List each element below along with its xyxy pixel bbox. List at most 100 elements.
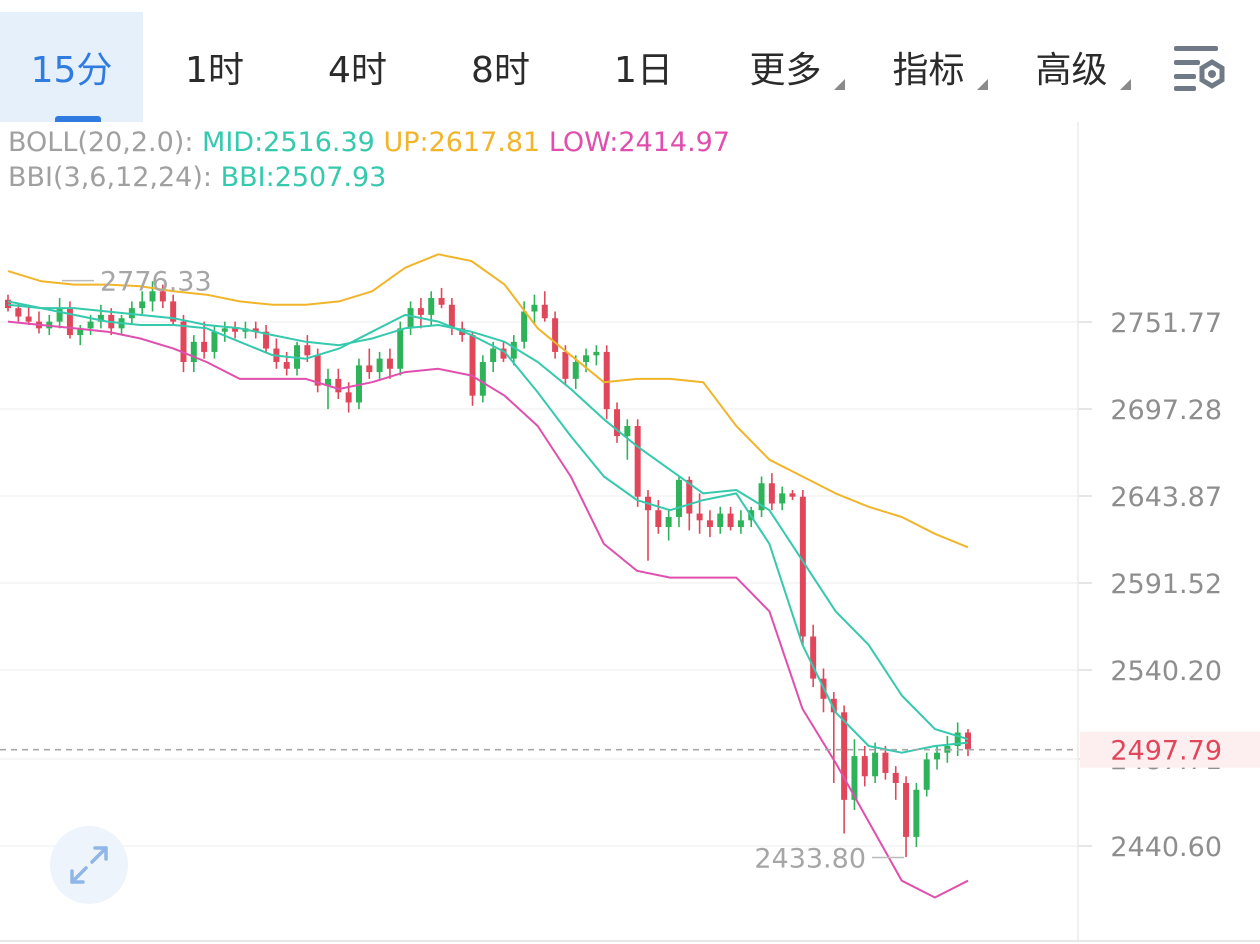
candle-body xyxy=(624,426,631,437)
tab-6[interactable]: 指标 xyxy=(857,12,1000,122)
candle-body xyxy=(448,304,455,329)
candle-body xyxy=(541,304,548,319)
y-tick-label: 2591.52 xyxy=(1110,569,1222,600)
active-tab-indicator xyxy=(55,116,101,122)
kline-chart[interactable]: 2751.772697.282643.872591.522540.202487.… xyxy=(0,122,1260,940)
candle-body xyxy=(252,328,259,332)
candle-body xyxy=(552,318,559,352)
candle-body xyxy=(861,756,868,777)
tab-1[interactable]: 1时 xyxy=(143,12,286,122)
bbi-legend-row: BBI(3,6,12,24): BBI:2507.93 xyxy=(8,160,730,195)
expand-button[interactable] xyxy=(50,826,128,904)
tab-2[interactable]: 4时 xyxy=(286,12,429,122)
candle-body xyxy=(211,331,218,352)
candle-body xyxy=(954,732,961,746)
candle-body xyxy=(882,752,889,773)
candle-body xyxy=(221,328,228,332)
candle-body xyxy=(531,304,538,312)
max-price-label: 2776.33 xyxy=(100,267,212,298)
tab-label: 高级 xyxy=(1035,50,1108,91)
candle-body xyxy=(923,759,930,790)
candle-body xyxy=(407,308,414,329)
candle-body xyxy=(180,321,187,363)
candle-body xyxy=(655,510,662,528)
min-price-label: 2433.80 xyxy=(754,843,866,874)
candle-body xyxy=(386,358,393,369)
candle-body xyxy=(603,351,610,410)
y-tick-label: 2697.28 xyxy=(1110,395,1222,426)
candle-body xyxy=(521,311,528,342)
candle-body xyxy=(934,752,941,760)
bbi-label: BBI(3,6,12,24): xyxy=(8,162,212,193)
chart-settings-button[interactable] xyxy=(1168,38,1228,98)
boll-low-line xyxy=(7,320,969,899)
tab-3[interactable]: 8时 xyxy=(429,12,572,122)
boll-up-line xyxy=(7,253,969,549)
candle-body xyxy=(397,328,404,369)
candle-body xyxy=(149,291,156,302)
y-tick-label: 2440.60 xyxy=(1110,832,1222,863)
bbi-value: BBI:2507.93 xyxy=(220,162,387,193)
candle-body xyxy=(77,328,84,336)
candle-body xyxy=(428,298,435,315)
boll-legend-row: BOLL(20,2.0): MID:2516.39 UP:2617.81 LOW… xyxy=(8,125,730,160)
candle-body xyxy=(15,308,22,317)
indicator-legend: BOLL(20,2.0): MID:2516.39 UP:2617.81 LOW… xyxy=(8,125,730,195)
candle-body xyxy=(159,291,166,302)
tab-label: 8时 xyxy=(471,50,530,91)
candle-body xyxy=(737,520,744,528)
boll-label: BOLL(20,2.0): xyxy=(8,127,194,158)
candle-body xyxy=(717,513,724,528)
bbi-line xyxy=(7,300,969,754)
candle-body xyxy=(965,732,971,750)
candle-body xyxy=(841,712,848,800)
tab-label: 15分 xyxy=(30,50,113,91)
candle-body xyxy=(304,345,311,356)
candle-body xyxy=(417,308,424,315)
candle-body xyxy=(562,351,569,379)
candle-body xyxy=(872,752,879,777)
candle-body xyxy=(510,341,517,359)
current-price-label: 2497.79 xyxy=(1110,736,1222,767)
candle-body xyxy=(593,351,600,356)
candle-body xyxy=(232,328,239,332)
candle-body xyxy=(325,378,331,386)
tab-0[interactable]: 15分 xyxy=(0,12,143,122)
tab-label: 更多 xyxy=(749,50,822,91)
candle-body xyxy=(903,783,910,837)
candle-body xyxy=(572,362,579,379)
candle-body xyxy=(56,308,63,322)
candle-body xyxy=(376,358,383,373)
dropdown-corner-icon xyxy=(834,79,845,90)
tab-label: 1日 xyxy=(614,50,673,91)
candle-body xyxy=(851,756,858,800)
bottom-divider xyxy=(0,940,1260,942)
candle-body xyxy=(283,362,290,369)
tab-4[interactable]: 1日 xyxy=(572,12,715,122)
candle-body xyxy=(170,301,177,322)
candle-body xyxy=(479,362,486,396)
candle-body xyxy=(314,355,321,386)
candle-body xyxy=(139,301,146,309)
candle-body xyxy=(190,341,197,363)
dropdown-corner-icon xyxy=(1120,79,1131,90)
y-tick-label: 2540.20 xyxy=(1110,656,1222,687)
chart-settings-icon xyxy=(1174,46,1225,91)
candle-body xyxy=(634,426,641,497)
current-price-tag xyxy=(1080,731,1260,768)
candle-body xyxy=(665,516,672,528)
tab-7[interactable]: 高级 xyxy=(1000,12,1143,122)
expand-arrows-icon xyxy=(70,846,108,884)
y-tick-label: 2643.87 xyxy=(1110,482,1222,513)
boll-up-value: UP:2617.81 xyxy=(383,127,541,158)
candle-body xyxy=(892,772,899,784)
candle-body xyxy=(345,392,352,403)
candle-body xyxy=(696,513,703,521)
candle-body xyxy=(675,479,682,517)
candle-body xyxy=(97,314,104,322)
candle-body xyxy=(779,493,786,504)
tab-5[interactable]: 更多 xyxy=(714,12,857,122)
tab-label: 指标 xyxy=(892,50,965,91)
candle-body xyxy=(201,341,208,352)
candle-body xyxy=(727,513,734,528)
